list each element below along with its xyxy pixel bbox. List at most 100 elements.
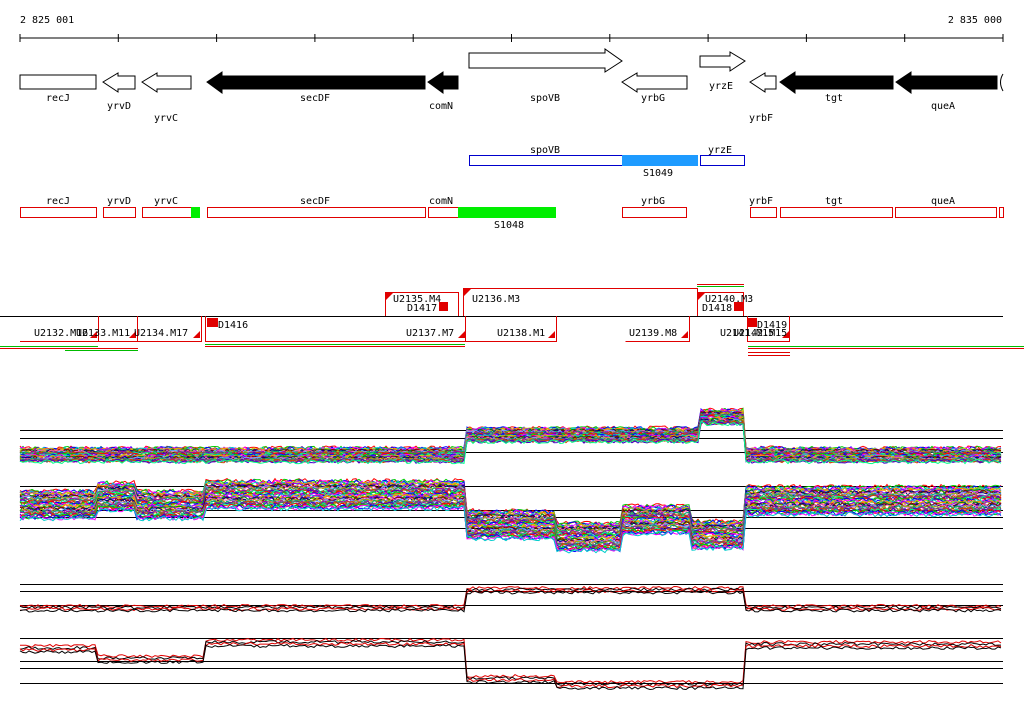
transcript-bracket-U2141[interactable]: [747, 316, 790, 342]
antisense-label-comN: comN: [429, 196, 453, 207]
flag-U2135: [386, 293, 393, 300]
expression-trace: [19, 643, 1002, 691]
expression-trace: [19, 505, 1002, 554]
gene-queA[interactable]: [895, 71, 998, 94]
antisense-label-tgt: tgt: [825, 196, 843, 207]
antisense-label-yrvD: yrvD: [107, 196, 131, 207]
gene-label-recJ: recJ: [46, 93, 70, 104]
expression-panel-1: [19, 407, 1003, 465]
marker-D1417[interactable]: [439, 302, 448, 311]
antisense-box-comN[interactable]: [428, 207, 459, 218]
gene-recJ[interactable]: [19, 74, 97, 90]
gene-comN[interactable]: [427, 71, 459, 94]
transcript-label-U2139: U2139.M8: [629, 328, 677, 339]
sense-box-yrzE[interactable]: [700, 155, 745, 166]
antisense-box-yrvD[interactable]: [103, 207, 136, 218]
ruler-ticks: [19, 34, 1004, 42]
sense-label-yrzE: yrzE: [708, 145, 732, 156]
transcript-label-U2138: U2138.M1: [497, 328, 545, 339]
transcript-label-D1418: D1418: [702, 303, 732, 314]
transcript-label-D1417: D1417: [407, 303, 437, 314]
transcript-label-U2133: U2133.M11: [76, 328, 130, 339]
antisense-feature-label: S1048: [494, 220, 524, 231]
sense-feature-label: S1049: [643, 168, 673, 179]
transcript-label-U2141: U2141.M15: [720, 328, 774, 339]
antisense-track: recJ yrvD yrvC secDF comN yrbG yrbF tgt …: [20, 196, 1004, 231]
gene-label-spoVB: spoVB: [530, 93, 560, 104]
transcript-label-U2137: U2137.M7: [406, 328, 454, 339]
marker-D1418[interactable]: [734, 302, 743, 311]
antisense-box-recJ[interactable]: [20, 207, 97, 218]
expression-panel-2: [19, 477, 1003, 554]
gene-yrbF[interactable]: [749, 72, 777, 93]
expression-trace: [19, 641, 1002, 689]
gene-label-tgt: tgt: [825, 93, 843, 104]
expression-trace: [19, 587, 1002, 610]
gene-label-yrvD: yrvD: [107, 101, 131, 112]
expression-trace: [19, 496, 1002, 545]
gene-yrzE[interactable]: [699, 51, 746, 72]
flag-U2141: [782, 331, 789, 338]
antisense-box-tgt[interactable]: [780, 207, 893, 218]
transcript-bracket-U2140[interactable]: [697, 292, 744, 317]
gene-spoVB[interactable]: [468, 48, 623, 73]
panel4-traces: [19, 637, 1002, 691]
expression-trace: [19, 585, 1002, 609]
marker-D1416[interactable]: [207, 318, 218, 327]
gene-tgt[interactable]: [779, 71, 894, 94]
expression-panel-4: [19, 637, 1003, 691]
ruler-start-label: 2 825 001: [20, 15, 74, 26]
flag-U2140: [698, 293, 705, 300]
transcript-bracket-U2134[interactable]: [137, 316, 202, 342]
gene-label-secDF: secDF: [300, 93, 330, 104]
antisense-feature-S1048[interactable]: [458, 207, 556, 218]
antisense-box-queA[interactable]: [895, 207, 997, 218]
transcript-bracket-U2135[interactable]: [385, 292, 459, 317]
gene-label-comN: comN: [429, 101, 453, 112]
antisense-label-yrbF: yrbF: [749, 196, 773, 207]
antisense-mark-green[interactable]: [191, 207, 200, 218]
expression-trace: [19, 421, 1002, 464]
gene-secDF[interactable]: [206, 71, 426, 94]
antisense-label-queA: queA: [931, 196, 955, 207]
sense-box-spoVB[interactable]: [469, 155, 623, 166]
coordinate-ruler: 2 825 001 2 835 000: [19, 15, 1004, 42]
gene-yrbG[interactable]: [621, 72, 688, 93]
transcript-label-D1416: D1416: [218, 320, 248, 331]
gene-yrvD[interactable]: [102, 72, 136, 93]
transcript-label-U2136: U2136.M3: [472, 294, 520, 305]
antisense-label-secDF: secDF: [300, 196, 330, 207]
transcript-bracket-U2139[interactable]: [625, 316, 690, 342]
sense-feature-S1049[interactable]: [622, 155, 698, 166]
gene-track: recJ yrvD yrvC secDF comN spoVB yrbG yrz…: [19, 48, 1004, 124]
transcript-label-U2135: U2135.M4: [393, 294, 441, 305]
ruler-end-label: 2 835 000: [948, 15, 1002, 26]
transcript-label-U2134: U2134.M17: [134, 328, 188, 339]
antisense-box-yrvC[interactable]: [142, 207, 192, 218]
antisense-box-secDF[interactable]: [207, 207, 426, 218]
transcript-label-U2142: U2142.M15: [733, 328, 787, 339]
expression-trace: [19, 637, 1002, 685]
marker-D1419[interactable]: [748, 318, 757, 327]
gene-label-yrzE: yrzE: [709, 81, 733, 92]
flag-U2136: [464, 289, 471, 296]
expression-trace: [19, 486, 1002, 534]
transcript-label-U2132: U2132.M16: [34, 328, 88, 339]
gene-label-queA: queA: [931, 101, 955, 112]
gene-partial-edge[interactable]: [1000, 73, 1004, 92]
sense-label-spoVB: spoVB: [530, 145, 560, 156]
transcript-track: U2132.M16 U2133.M11 U2134.M17 D1416 U213…: [0, 284, 1024, 356]
expression-trace: [19, 590, 1002, 613]
antisense-box-yrbF[interactable]: [750, 207, 777, 218]
expression-panel-3: [19, 584, 1003, 613]
gene-label-yrbG: yrbG: [641, 93, 665, 104]
antisense-box-edge[interactable]: [999, 207, 1004, 218]
transcript-bracket-U2138[interactable]: [465, 316, 557, 342]
sense-track: spoVB yrzE S1049: [469, 145, 745, 179]
gene-yrvC[interactable]: [141, 72, 192, 93]
antisense-box-yrbG[interactable]: [622, 207, 687, 218]
antisense-label-recJ: recJ: [46, 196, 70, 207]
flag-U2137: [458, 331, 465, 338]
panel1-traces: [19, 407, 1002, 465]
